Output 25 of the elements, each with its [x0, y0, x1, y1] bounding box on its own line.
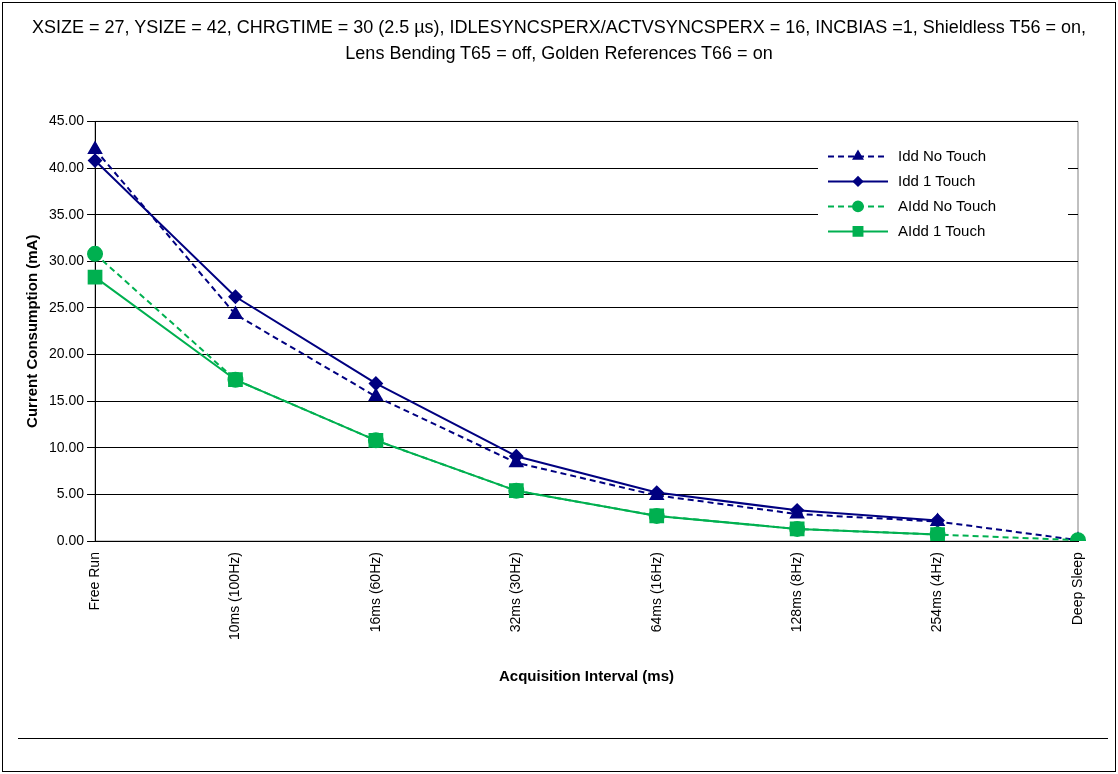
y-tick-label: 40.00 — [48, 158, 85, 175]
y-tick-label: 25.00 — [48, 298, 85, 315]
y-axis-title: Current Consumption (mA) — [23, 234, 41, 428]
x-tick-label: 16ms (60Hz) — [366, 552, 383, 633]
x-tick-label: 254ms (4Hz) — [928, 552, 945, 633]
x-tick-label: 64ms (16Hz) — [647, 552, 664, 633]
y-tick-label: 35.00 — [48, 205, 85, 222]
y-tick-label: 15.00 — [48, 392, 85, 409]
legend-label: Idd 1 Touch — [898, 171, 976, 189]
x-axis-title: Acquisition Interval (ms) — [499, 667, 675, 685]
y-tick-label: 10.00 — [48, 438, 85, 455]
y-tick-label: 5.00 — [56, 485, 85, 502]
x-tick-label: 10ms (100Hz) — [226, 552, 243, 640]
legend-label: AIdd No Touch — [898, 196, 997, 214]
y-tick-label: 0.00 — [56, 531, 85, 548]
x-tick-label: 128ms (8Hz) — [788, 552, 805, 633]
y-tick-label: 20.00 — [48, 345, 85, 362]
legend-label: Idd No Touch — [898, 146, 987, 164]
legend-label: AIdd 1 Touch — [898, 221, 986, 239]
x-tick-label: 32ms (30Hz) — [507, 552, 524, 633]
y-tick-label: 45.00 — [48, 112, 85, 129]
chart-title: XSIZE = 27, YSIZE = 42, CHRGTIME = 30 (2.5 µs), IDLESYNCSPERX/ACTVSYNCSPERX = 16, INCBIAS =1, Shieldless T56 = on, Lens Bending T65 = off, Golden References T66 = on — [30, 16, 1088, 65]
y-tick-label: 30.00 — [48, 252, 85, 269]
x-tick-label: Deep Sleep — [1068, 551, 1085, 626]
x-tick-label: Free Run — [85, 552, 102, 611]
